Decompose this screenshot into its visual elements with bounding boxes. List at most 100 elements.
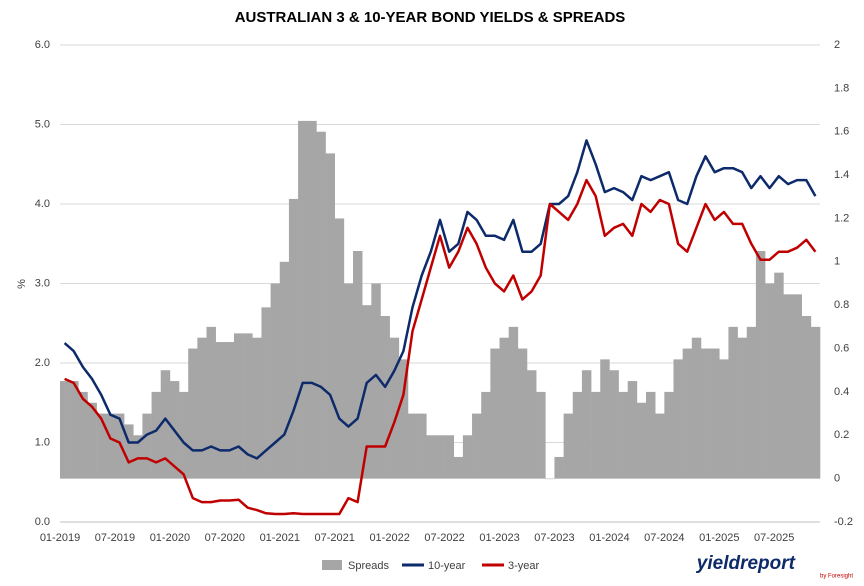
legend-swatch (322, 560, 342, 570)
spread-bar (609, 370, 619, 479)
spread-bar (682, 348, 693, 479)
spread-bar (124, 424, 134, 479)
spread-bar (655, 413, 665, 479)
spread-bar (389, 337, 400, 479)
spread-bar (142, 413, 152, 479)
spread-bar (499, 337, 509, 479)
spread-bar (279, 261, 290, 479)
spread-bar (691, 337, 702, 479)
y-tick-label: 1.0 (35, 436, 50, 448)
y-tick-label: 3.0 (35, 277, 50, 289)
spread-bar (737, 337, 748, 479)
spread-bar (96, 413, 107, 479)
spread-bar (673, 359, 683, 479)
spread-bar (581, 370, 592, 479)
spread-bar (435, 435, 445, 479)
legend-label: Spreads (348, 560, 389, 572)
spread-bar (380, 316, 390, 479)
spread-bar (133, 435, 143, 479)
spread-bar (563, 413, 574, 479)
spread-bar (188, 348, 198, 479)
spread-bar (197, 337, 207, 479)
spread-bar (792, 294, 802, 479)
y2-tick-label: 2 (834, 39, 840, 51)
bars (60, 120, 821, 480)
line-series (64, 178, 817, 516)
spread-bar (627, 381, 638, 479)
spread-bar (508, 326, 519, 479)
spread-bar (316, 131, 326, 479)
spread-bar (60, 381, 70, 479)
x-tick-label: 07-2019 (95, 532, 135, 544)
spread-bar (462, 435, 473, 479)
spread-bar (215, 342, 226, 479)
spread-bar (801, 316, 812, 479)
y2-tick-label: 1 (834, 256, 840, 268)
spread-bar (536, 391, 546, 479)
x-tick-label: 07-2021 (315, 532, 355, 544)
spread-bar (755, 250, 766, 479)
spread-bar (298, 120, 308, 479)
spread-bar (87, 402, 97, 479)
logo: yieldreport (696, 553, 796, 574)
spread-bar (270, 283, 281, 479)
spread-bar (105, 413, 116, 479)
y2-tick-label: -0.2 (834, 516, 853, 528)
y-tick-label: 6.0 (35, 39, 50, 51)
spread-bar (371, 283, 381, 479)
spread-bar (472, 413, 482, 479)
spread-bar (114, 413, 125, 479)
chart-title: AUSTRALIAN 3 & 10-YEAR BOND YIELDS & SPR… (235, 9, 626, 26)
spread-bar (664, 391, 674, 479)
spread-bar (710, 348, 720, 479)
spread-bar (233, 333, 244, 479)
spread-bar (600, 359, 610, 479)
spread-bar (526, 370, 537, 479)
x-tick-label: 01-2020 (150, 532, 190, 544)
spread-bar (591, 391, 601, 479)
spread-bar (444, 435, 455, 479)
spread-bar (774, 272, 784, 479)
y2-tick-label: 0.4 (834, 386, 849, 398)
spread-bar (572, 391, 583, 479)
spread-bar (554, 456, 564, 479)
spread-bar (261, 307, 271, 479)
y2-tick-label: 0.6 (834, 342, 849, 354)
y-tick-label: 4.0 (35, 198, 50, 210)
x-tick-label: 01-2023 (479, 532, 519, 544)
spread-bar (407, 413, 418, 479)
legend-label: 3-year (508, 560, 540, 572)
y2-tick-label: 1.6 (834, 126, 849, 138)
y2-tick-label: 1.4 (834, 169, 849, 181)
spread-bar (646, 391, 656, 479)
logo-tagline: by Foresight (820, 574, 853, 580)
spread-bar (453, 456, 464, 479)
x-tick-label: 01-2021 (260, 532, 300, 544)
x-tick-label: 07-2024 (644, 532, 684, 544)
lines (63, 139, 817, 516)
spread-bar (490, 348, 500, 479)
spread-bar (765, 283, 775, 479)
spread-bar (288, 198, 299, 479)
x-tick-label: 07-2023 (534, 532, 574, 544)
spread-bar (325, 153, 335, 479)
spread-bar (545, 478, 555, 480)
spread-bar (481, 391, 491, 479)
spread-bar (618, 391, 629, 479)
y2-tick-label: 0.2 (834, 429, 849, 441)
spread-bar (810, 326, 821, 479)
x-tick-label: 01-2024 (589, 532, 629, 544)
y-tick-label: 5.0 (35, 118, 50, 130)
spread-bar (160, 370, 171, 479)
spread-bar (243, 333, 253, 479)
spread-bar (353, 250, 363, 479)
spread-bar (700, 348, 711, 479)
y-tick-label: 2.0 (35, 357, 50, 369)
spread-bar (417, 413, 427, 479)
spread-bar (728, 326, 738, 479)
x-tick-label: 07-2025 (754, 532, 794, 544)
spread-bar (398, 359, 409, 479)
spread-bar (252, 337, 262, 479)
line-series (63, 139, 817, 460)
